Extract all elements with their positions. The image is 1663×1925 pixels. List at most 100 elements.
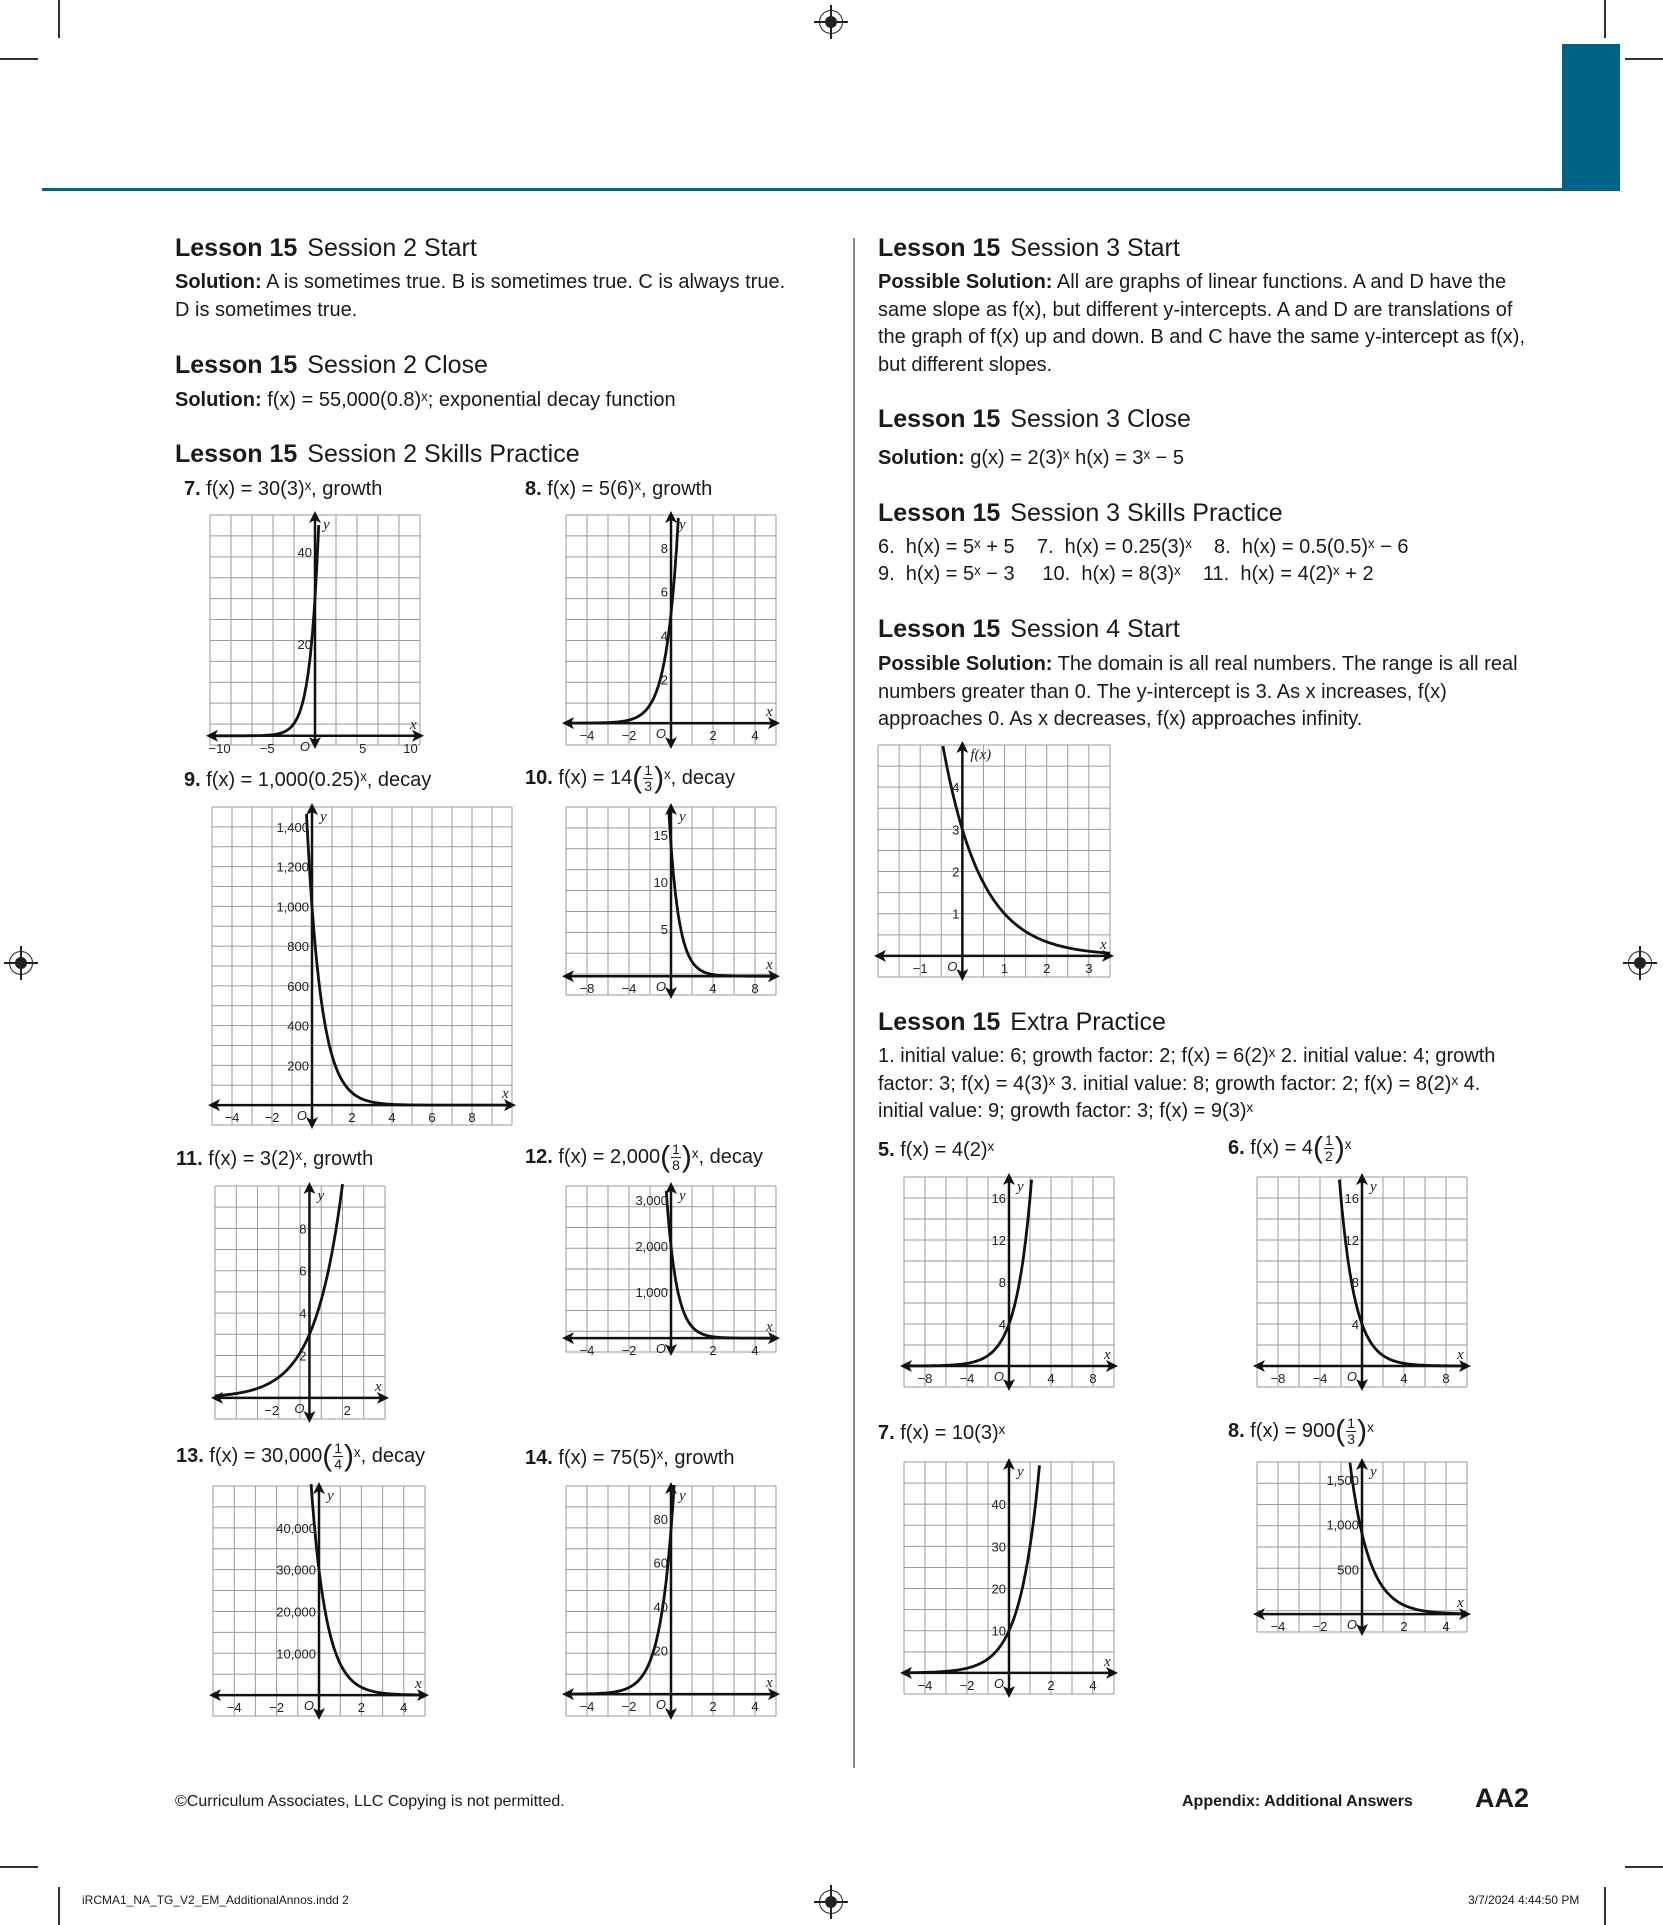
x-axis-label: x [1099,937,1107,953]
origin-label: O [656,1697,666,1712]
origin-label: O [947,959,957,974]
graph-problem-10: −8 −4 4 8 5 10 15 Ox y [562,803,780,999]
y-tick-label: 2 [952,865,959,880]
x-tick-label: −4 [1271,1619,1286,1634]
copyright-notice: ©Curriculum Associates, LLC Copying is n… [175,1793,565,1810]
extra-6-label: 6. f(x) = 4(1 2)ˣ [1228,1131,1352,1165]
y-tick-label: 5 [661,922,668,937]
graph-session4: −1 1 2 3 1 2 3 4 Ox f(x) [874,741,1114,981]
crop-mark [58,1887,60,1925]
extra-8-label: 8. f(x) = 900(1 3)ˣ [1228,1414,1374,1448]
function-curve [941,745,1110,955]
x-axis-label: x [409,717,417,733]
registration-mark-icon [814,5,848,39]
y-tick-label: 400 [287,1019,309,1034]
y-tick-label: 2,000 [635,1239,668,1254]
function-curve [215,1183,344,1398]
x-axis-arrow-icon [412,729,424,742]
y-axis-label: y [1368,1179,1377,1195]
x-tick-label: −2 [960,1678,975,1693]
problem-13-label: 13. f(x) = 30,000(1 4)ˣ, decay [176,1439,426,1473]
x-axis-label: x [1456,1347,1464,1363]
function-curve [305,814,512,1107]
graph-problem-14: −4 −2 2 4 20 40 60 80 Ox y [562,1482,780,1720]
y-axis-arrow-icon [1003,1379,1015,1391]
y-axis-arrow-icon [1356,1379,1368,1391]
heading-session3-skills: Lesson 15 Session 3 Skills Practice [878,499,1283,527]
crop-mark [0,58,38,60]
y-tick-label: 8 [661,541,668,556]
function-curve [566,1484,676,1696]
x-tick-label: 2 [709,1343,716,1358]
y-tick-label: 15 [654,828,668,843]
y-axis-label: y [677,809,686,825]
y-axis-arrow-icon [1356,1624,1368,1636]
x-tick-label: −4 [1313,1371,1328,1386]
y-axis-arrow-icon [665,737,677,749]
x-tick-label: 4 [1442,1619,1449,1634]
y-tick-label: 4 [299,1306,306,1321]
graph-problem-8: −4 −2 2 4 2 4 6 8 Ox y [562,511,780,749]
x-tick-label: −2 [269,1700,284,1715]
x-tick-label: −8 [918,1371,933,1386]
graph-problem-13: −4 −2 2 4 10,000 20,000 30,000 40,000 Ox y [209,1482,429,1720]
origin-label: O [1347,1617,1357,1632]
function-curve [667,812,776,978]
y-tick-label: 1,400 [276,820,309,835]
crop-mark [0,1866,38,1868]
x-axis-label: x [765,1675,773,1691]
function-curve [210,525,321,738]
problem-14-label: 14. f(x) = 75(5)ˣ, growth [525,1447,735,1469]
graph-problem-7: −10 −5 5 10 20 40 Ox y [206,511,424,756]
x-tick-label: 4 [709,981,716,996]
heading-session2-skills: Lesson 15 Session 2 Skills Practice [175,440,580,468]
x-tick-label: −4 [580,1343,595,1358]
x-axis-arrow-icon [1253,1608,1265,1621]
y-tick-label: 800 [287,939,309,954]
y-tick-label: 10 [654,875,668,890]
graph-problem-9: −4 −2 2 4 6 8 200 400 600 800 1,000 1,200 1,400 Ox y [208,803,516,1129]
x-tick-label: 2 [348,1110,355,1125]
origin-label: O [656,1341,666,1356]
y-axis-arrow-icon [665,511,677,523]
registration-mark-icon [4,946,38,980]
origin-label: O [994,1369,1004,1384]
x-tick-label: 4 [400,1700,407,1715]
x-axis-arrow-icon [768,717,780,730]
x-tick-label: 4 [751,1343,758,1358]
y-axis-label: y [677,1488,686,1504]
x-tick-label: 4 [1047,1371,1054,1386]
y-tick-label: 30 [992,1539,1006,1554]
y-axis-label: y [677,517,686,533]
y-axis-arrow-icon [309,737,321,749]
x-tick-label: −4 [225,1110,240,1125]
header-rule [42,188,1620,191]
heading-session4-start: Lesson 15 Session 4 Start [878,615,1180,643]
y-axis-label: y [325,1488,334,1504]
y-tick-label: 8 [1352,1275,1359,1290]
function-curve [1348,1462,1467,1616]
crop-mark [1625,58,1663,60]
session2-start-solution: Solution: A is sometimes true. B is some… [175,271,786,321]
problem-11-label: 11. f(x) = 3(2)ˣ, growth [176,1148,374,1170]
y-axis-arrow-icon [309,511,321,523]
extra-7-label: 7. f(x) = 10(3)ˣ [878,1422,1006,1444]
y-tick-label: 60 [654,1556,668,1571]
x-tick-label: 8 [1089,1371,1096,1386]
x-tick-label: −2 [1313,1619,1328,1634]
x-tick-label: 1 [1001,961,1008,976]
appendix-label: Appendix: Additional Answers [1182,1793,1413,1810]
session3-skills-line2: 9. h(x) = 5ˣ − 3 10. h(x) = 8(3)ˣ 11. h(… [878,563,1374,585]
x-tick-label: 2 [1043,961,1050,976]
session3-start-solution: Possible Solution: All are graphs of lin… [878,271,1526,376]
x-tick-label: 4 [1400,1371,1407,1386]
graph-extra-8: −4 −2 2 4 500 1,000 1,500 Ox y [1253,1458,1471,1636]
y-tick-label: 20 [654,1643,668,1658]
y-axis-arrow-icon [303,1182,316,1194]
graph-extra-7: −4 −2 2 4 10 20 30 40 Ox y [900,1458,1118,1698]
origin-label: O [304,1698,314,1713]
x-tick-label: −4 [227,1700,242,1715]
x-tick-label: 10 [403,741,417,756]
y-axis-arrow-icon [313,1482,325,1494]
x-axis-arrow-icon [208,1099,220,1112]
